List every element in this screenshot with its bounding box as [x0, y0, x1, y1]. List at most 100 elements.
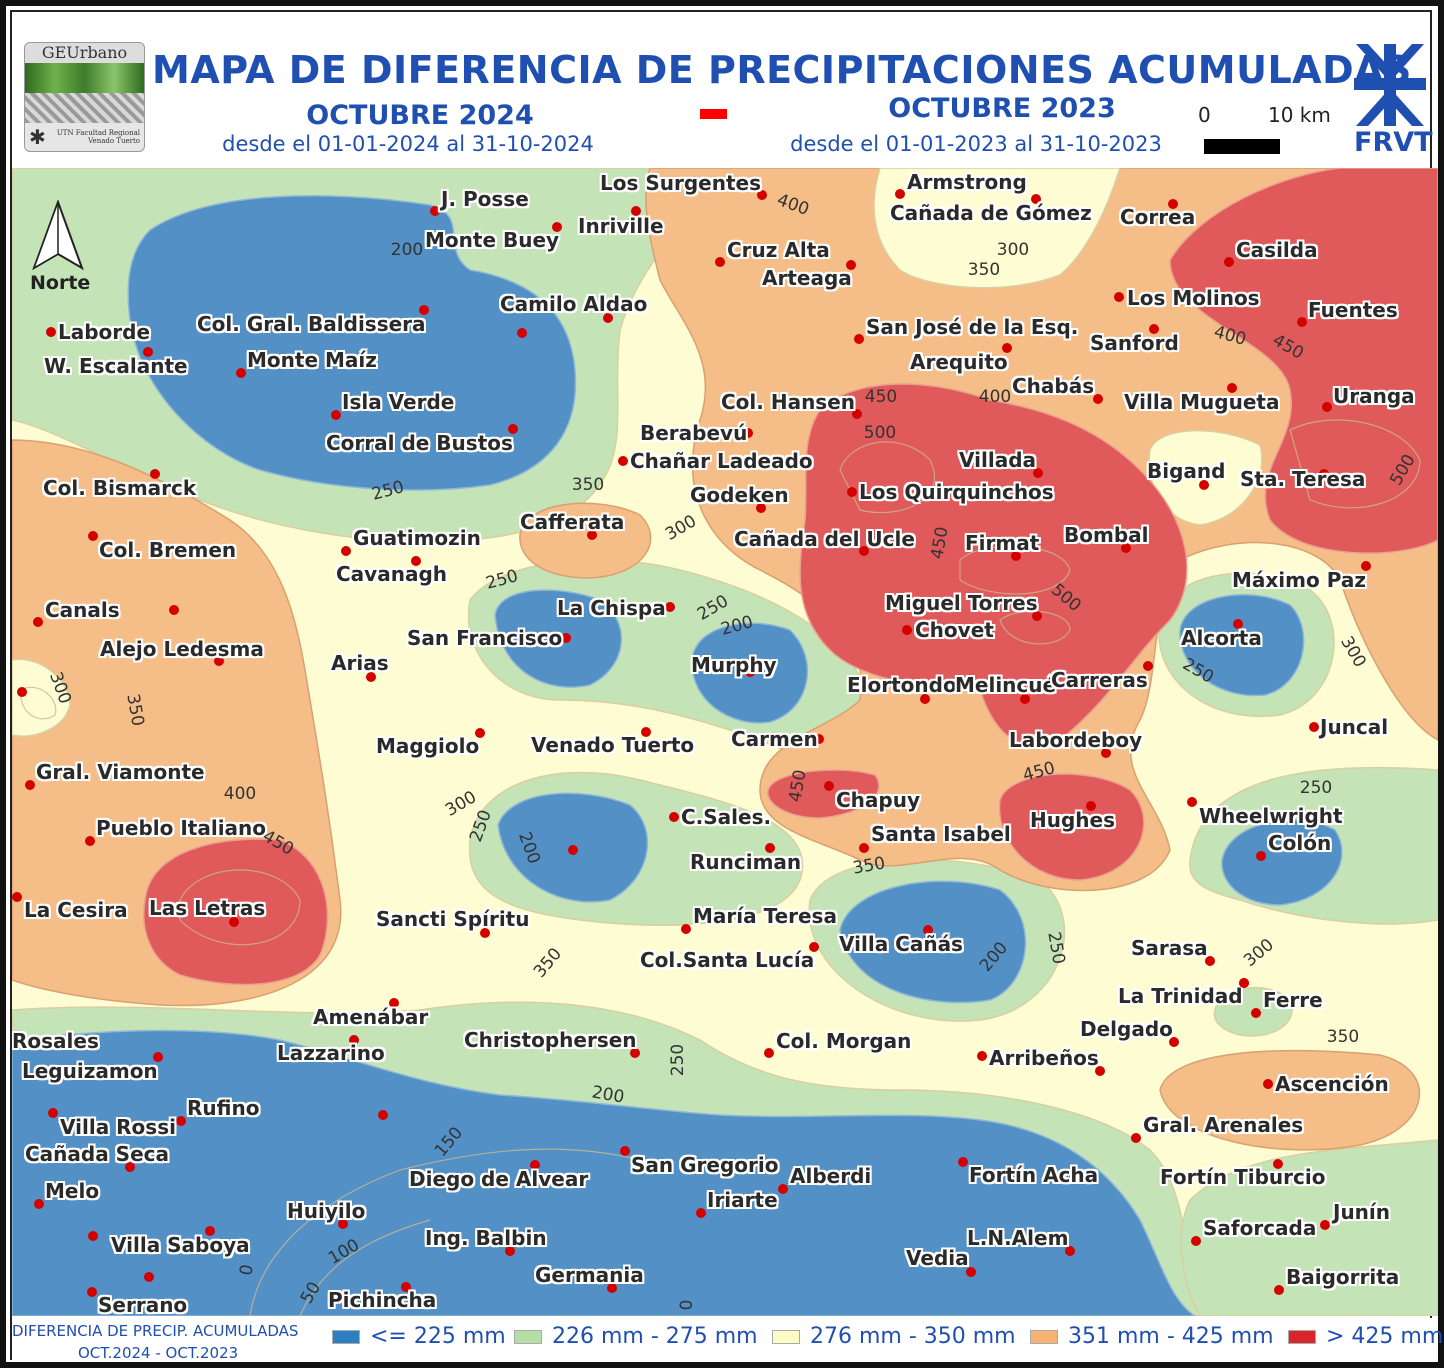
town-marker[interactable] [1205, 956, 1215, 966]
town-marker[interactable] [150, 469, 160, 479]
town-marker[interactable] [143, 347, 153, 357]
town-marker[interactable] [895, 189, 905, 199]
town-marker[interactable] [745, 667, 755, 677]
town-marker[interactable] [229, 917, 239, 927]
town-marker[interactable] [1297, 317, 1307, 327]
town-marker[interactable] [1032, 611, 1042, 621]
town-marker[interactable] [859, 843, 869, 853]
town-marker[interactable] [765, 843, 775, 853]
town-marker[interactable] [669, 812, 679, 822]
town-marker[interactable] [508, 424, 518, 434]
town-marker[interactable] [1256, 851, 1266, 861]
town-marker[interactable] [587, 530, 597, 540]
town-marker[interactable] [12, 892, 22, 902]
town-marker[interactable] [1224, 257, 1234, 267]
town-marker[interactable] [568, 845, 578, 855]
town-marker[interactable] [920, 694, 930, 704]
town-marker[interactable] [641, 727, 651, 737]
town-marker[interactable] [430, 206, 440, 216]
town-marker[interactable] [561, 633, 571, 643]
town-marker[interactable] [349, 1035, 359, 1045]
town-marker[interactable] [854, 334, 864, 344]
town-marker[interactable] [630, 1048, 640, 1058]
town-marker[interactable] [1322, 402, 1332, 412]
town-marker[interactable] [1020, 694, 1030, 704]
town-marker[interactable] [620, 1146, 630, 1156]
town-marker[interactable] [743, 428, 753, 438]
town-marker[interactable] [1361, 561, 1371, 571]
town-marker[interactable] [331, 410, 341, 420]
town-marker[interactable] [17, 687, 27, 697]
town-marker[interactable] [977, 1051, 987, 1061]
town-marker[interactable] [366, 672, 376, 682]
town-marker[interactable] [665, 602, 675, 612]
town-marker[interactable] [1199, 480, 1209, 490]
town-marker[interactable] [205, 1226, 215, 1236]
town-marker[interactable] [88, 1231, 98, 1241]
town-marker[interactable] [756, 503, 766, 513]
town-marker[interactable] [852, 409, 862, 419]
town-marker[interactable] [85, 836, 95, 846]
town-marker[interactable] [1149, 324, 1159, 334]
town-marker[interactable] [859, 546, 869, 556]
town-marker[interactable] [778, 1184, 788, 1194]
town-marker[interactable] [1273, 1159, 1283, 1169]
town-marker[interactable] [378, 1110, 388, 1120]
town-marker[interactable] [530, 1160, 540, 1170]
town-marker[interactable] [1033, 468, 1043, 478]
town-marker[interactable] [1251, 1008, 1261, 1018]
town-marker[interactable] [1101, 748, 1111, 758]
town-marker[interactable] [1143, 661, 1153, 671]
town-marker[interactable] [480, 928, 490, 938]
town-marker[interactable] [757, 190, 767, 200]
town-marker[interactable] [681, 924, 691, 934]
town-marker[interactable] [1309, 722, 1319, 732]
town-marker[interactable] [1168, 199, 1178, 209]
town-marker[interactable] [1121, 543, 1131, 553]
town-marker[interactable] [1274, 1285, 1284, 1295]
town-marker[interactable] [169, 605, 179, 615]
town-marker[interactable] [607, 1283, 617, 1293]
precipitation-map[interactable]: J. Posse Los Surgentes Inriville Monte Buey… [12, 168, 1438, 1316]
town-marker[interactable] [1114, 292, 1124, 302]
town-marker[interactable] [33, 617, 43, 627]
town-marker[interactable] [46, 327, 56, 337]
town-marker[interactable] [236, 368, 246, 378]
town-marker[interactable] [1233, 619, 1243, 629]
town-marker[interactable] [1263, 1079, 1273, 1089]
town-marker[interactable] [1191, 1236, 1201, 1246]
town-marker[interactable] [517, 328, 527, 338]
town-marker[interactable] [847, 487, 857, 497]
town-marker[interactable] [87, 1287, 97, 1297]
town-marker[interactable] [401, 1282, 411, 1292]
town-marker[interactable] [1169, 1037, 1179, 1047]
town-marker[interactable] [125, 1162, 135, 1172]
town-marker[interactable] [958, 1157, 968, 1167]
town-marker[interactable] [1031, 194, 1041, 204]
town-marker[interactable] [552, 222, 562, 232]
town-marker[interactable] [1187, 797, 1197, 807]
town-marker[interactable] [48, 1108, 58, 1118]
town-marker[interactable] [764, 1048, 774, 1058]
town-marker[interactable] [846, 260, 856, 270]
town-marker[interactable] [696, 1208, 706, 1218]
town-marker[interactable] [1011, 551, 1021, 561]
town-marker[interactable] [1095, 1066, 1105, 1076]
town-marker[interactable] [809, 942, 819, 952]
town-marker[interactable] [923, 925, 933, 935]
town-marker[interactable] [902, 625, 912, 635]
town-marker[interactable] [1086, 801, 1096, 811]
town-marker[interactable] [631, 206, 641, 216]
town-marker[interactable] [814, 734, 824, 744]
town-marker[interactable] [411, 556, 421, 566]
town-marker[interactable] [1239, 978, 1249, 988]
town-marker[interactable] [25, 780, 35, 790]
town-marker[interactable] [1002, 343, 1012, 353]
town-marker[interactable] [505, 1246, 515, 1256]
town-marker[interactable] [1227, 383, 1237, 393]
town-marker[interactable] [34, 1199, 44, 1209]
town-marker[interactable] [475, 728, 485, 738]
town-marker[interactable] [1320, 1220, 1330, 1230]
town-marker[interactable] [603, 313, 613, 323]
town-marker[interactable] [966, 1267, 976, 1277]
